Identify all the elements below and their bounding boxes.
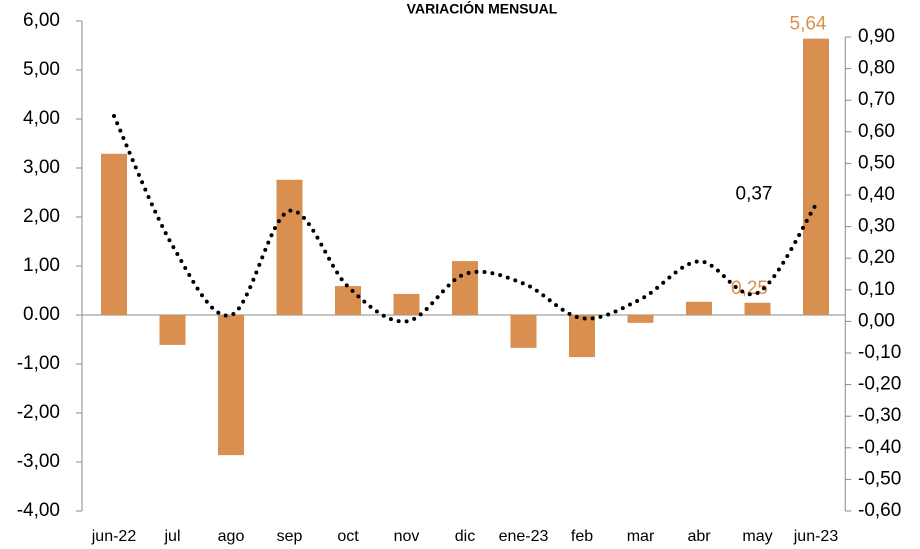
y2-tick-label: 0,30	[858, 216, 895, 237]
x-tick-label: ago	[218, 528, 245, 545]
bar	[744, 302, 771, 315]
y-tick-label: 1,00	[23, 255, 60, 276]
x-tick-label: dic	[455, 528, 475, 545]
line-value-label: 0,37	[736, 183, 773, 204]
bar	[218, 315, 244, 456]
bar	[452, 261, 478, 315]
bar	[335, 286, 361, 315]
x-tick-label: mar	[627, 528, 655, 545]
bar	[159, 315, 186, 345]
x-tick-label: oct	[337, 528, 359, 545]
y-tick-label: 4,00	[23, 108, 60, 129]
bar	[101, 153, 127, 315]
y2-tick-label: -0,50	[858, 468, 901, 489]
y-tick-label: 2,00	[23, 206, 60, 227]
chart-title: VARIACIÓN MENSUAL	[407, 0, 558, 17]
y2-tick-label: 0,90	[858, 26, 895, 47]
y2-tick-label: 0,70	[858, 89, 895, 110]
x-tick-label: jun-22	[91, 528, 137, 545]
y2-tick-label: -0,60	[858, 500, 901, 521]
x-tick-label: may	[742, 528, 772, 545]
y-tick-label: 0.00	[23, 304, 60, 325]
y2-tick-label: -0,20	[858, 374, 901, 395]
y2-tick-label: 0,40	[858, 184, 895, 205]
bar	[276, 179, 303, 315]
bar	[510, 315, 537, 348]
y2-tick-label: 0,80	[858, 58, 895, 79]
y2-tick-label: -0,30	[858, 405, 901, 426]
y-tick-label: -1,00	[17, 353, 60, 374]
bar	[569, 315, 595, 358]
y-tick-label: 6,00	[23, 10, 60, 31]
y-tick-label: -3,00	[17, 451, 60, 472]
y2-tick-label: -0,40	[858, 437, 901, 458]
bar	[627, 315, 654, 323]
x-tick-label: jun-23	[793, 528, 839, 545]
y-tick-label: 3,00	[23, 157, 60, 178]
x-tick-label: ene-23	[499, 528, 549, 545]
bar	[686, 301, 712, 315]
x-tick-label: nov	[394, 528, 420, 545]
bar-value-label: 5,64	[790, 14, 827, 35]
x-tick-label: abr	[687, 528, 711, 545]
y2-tick-label: 0,60	[858, 121, 895, 142]
y2-tick-label: 0,50	[858, 152, 895, 173]
y-tick-label: 5,00	[23, 59, 60, 80]
x-tick-label: feb	[571, 528, 593, 545]
x-tick-label: sep	[277, 528, 303, 545]
y2-tick-label: 0,20	[858, 247, 895, 268]
y-tick-label: -2,00	[17, 402, 60, 423]
bar	[393, 293, 420, 315]
y2-tick-label: 0,10	[858, 279, 895, 300]
bar	[803, 38, 829, 315]
y2-tick-label: -0,10	[858, 342, 901, 363]
y2-tick-label: 0,00	[858, 310, 895, 331]
y-tick-label: -4,00	[17, 500, 60, 521]
x-tick-label: jul	[163, 528, 180, 545]
